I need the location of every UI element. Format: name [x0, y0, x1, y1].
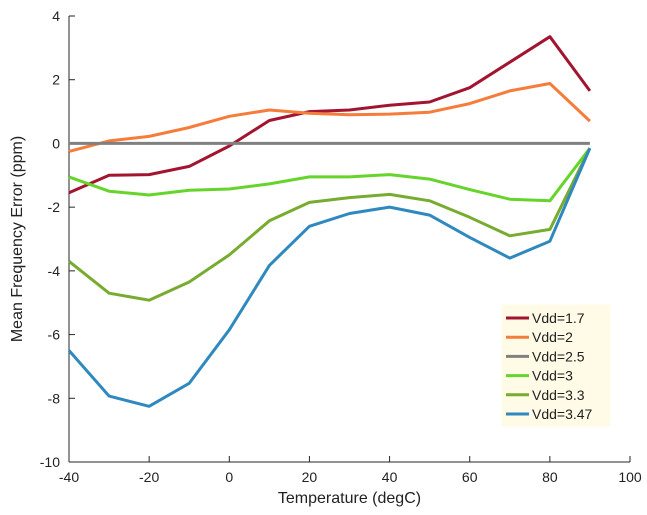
x-tick-label: 60	[462, 469, 478, 485]
y-tick-label: -2	[48, 199, 61, 215]
x-axis-label: Temperature (degC)	[278, 490, 421, 507]
y-tick-label: -8	[48, 390, 61, 406]
x-tick-label: 0	[225, 469, 233, 485]
x-tick-label: 100	[618, 469, 642, 485]
y-tick-label: -4	[48, 263, 61, 279]
y-tick-label: 0	[52, 135, 60, 151]
y-tick-label: 4	[52, 8, 60, 24]
legend-label: Vdd=2.5	[532, 348, 585, 364]
legend-label: Vdd=3.3	[532, 387, 585, 403]
legend: Vdd=1.7 Vdd=2 Vdd=2.5 Vdd=3 Vdd=3.3 Vdd=3.47	[501, 304, 611, 427]
x-tick-label: 80	[542, 469, 558, 485]
y-tick-label: -6	[48, 327, 61, 343]
legend-label: Vdd=3.47	[532, 406, 593, 422]
x-tick-label: -40	[59, 469, 79, 485]
y-axis-label: Mean Frequency Error (ppm)	[9, 136, 26, 342]
x-tick-label: 40	[382, 469, 398, 485]
y-tick-label: 2	[52, 72, 60, 88]
x-tick-label: -20	[139, 469, 159, 485]
legend-label: Vdd=1.7	[532, 310, 585, 326]
series-line-vdd-2	[69, 84, 590, 152]
y-tick-label: -10	[40, 454, 60, 470]
legend-label: Vdd=2	[532, 329, 573, 345]
legend-label: Vdd=3	[532, 368, 573, 384]
series-line-vdd-3-3	[69, 148, 590, 300]
x-tick-label: 20	[302, 469, 318, 485]
